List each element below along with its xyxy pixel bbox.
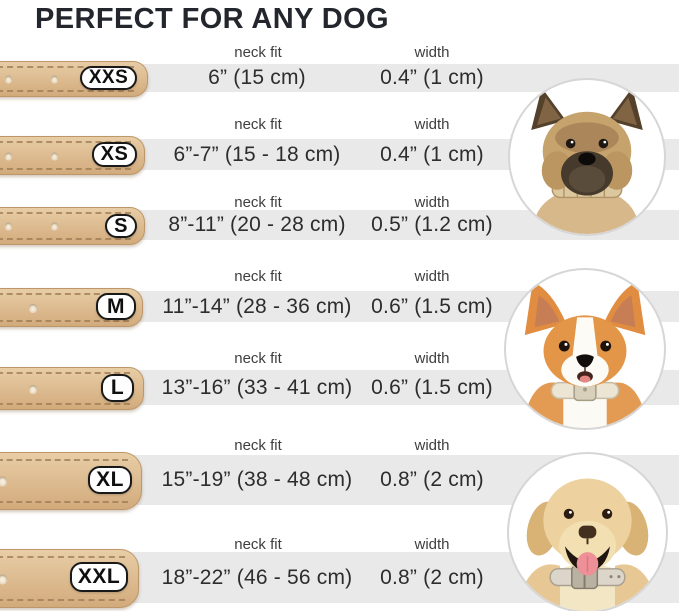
neck-fit-column-header: neck fit xyxy=(234,437,282,454)
size-badge: XL xyxy=(88,466,132,494)
width-value: 0.4” (1 cm) xyxy=(380,143,484,166)
width-value: 0.4” (1 cm) xyxy=(380,66,484,89)
collar-hole xyxy=(0,574,7,583)
terrier-illustration xyxy=(531,87,643,234)
collar-hole xyxy=(0,476,7,486)
collar-hole xyxy=(5,152,12,159)
width-value: 0.5” (1.2 cm) xyxy=(371,213,493,236)
stitching xyxy=(0,320,129,322)
collar-hole xyxy=(5,75,12,83)
collar-hole xyxy=(51,75,58,83)
size-badge: XS xyxy=(92,142,137,167)
size-badge: S xyxy=(105,214,137,238)
stitching xyxy=(0,212,131,214)
size-badge: M xyxy=(96,293,136,320)
stitching xyxy=(0,90,134,92)
stitching xyxy=(0,168,131,170)
page-title: PERFECT FOR ANY DOG xyxy=(35,3,390,35)
neck-fit-column-header: neck fit xyxy=(234,536,282,553)
width-column-header: width xyxy=(414,350,450,367)
collar-hole xyxy=(51,222,58,230)
neck-fit-value: 15”-19” (38 - 48 cm) xyxy=(161,468,353,491)
size-badge: XXS xyxy=(80,66,137,90)
width-column-header: width xyxy=(414,437,450,454)
neck-fit-value: 11”-14” (28 - 36 cm) xyxy=(162,295,352,318)
stitching xyxy=(0,293,129,295)
neck-fit-column-header: neck fit xyxy=(234,350,282,367)
collar-hole xyxy=(29,303,37,312)
stitching xyxy=(0,141,131,143)
width-column-header: width xyxy=(414,44,450,61)
stitching xyxy=(0,403,130,405)
stitching xyxy=(0,501,128,503)
terrier-photo xyxy=(508,78,666,236)
labrador-photo xyxy=(507,452,668,611)
width-value: 0.8” (2 cm) xyxy=(380,468,484,491)
stitching xyxy=(0,459,128,461)
neck-fit-value: 18”-22” (46 - 56 cm) xyxy=(161,566,353,589)
neck-fit-column-header: neck fit xyxy=(234,44,282,61)
neck-fit-value: 6”-7” (15 - 18 cm) xyxy=(173,143,341,166)
corgi-illustration xyxy=(521,281,649,428)
stitching xyxy=(0,599,125,601)
neck-fit-value: 13”-16” (33 - 41 cm) xyxy=(161,376,353,399)
neck-fit-column-header: neck fit xyxy=(234,116,282,133)
stitching xyxy=(0,238,131,240)
width-value: 0.6” (1.5 cm) xyxy=(371,376,493,399)
width-value: 0.6” (1.5 cm) xyxy=(371,295,493,318)
neck-fit-column-header: neck fit xyxy=(234,194,282,211)
collar-hole xyxy=(29,384,37,393)
collar-hole xyxy=(5,222,12,230)
neck-fit-column-header: neck fit xyxy=(234,268,282,285)
stitching xyxy=(0,372,130,374)
neck-fit-value: 6” (15 cm) xyxy=(208,66,306,89)
width-value: 0.8” (2 cm) xyxy=(380,566,484,589)
width-column-header: width xyxy=(414,116,450,133)
corgi-photo xyxy=(504,268,666,430)
width-column-header: width xyxy=(414,536,450,553)
stitching xyxy=(0,66,134,68)
size-badge: L xyxy=(101,374,134,402)
size-badge: XXL xyxy=(70,562,128,592)
width-column-header: width xyxy=(414,268,450,285)
labrador-illustration xyxy=(514,478,661,611)
collar-hole xyxy=(51,152,58,159)
stitching xyxy=(0,556,125,558)
neck-fit-value: 8”-11” (20 - 28 cm) xyxy=(168,213,346,236)
width-column-header: width xyxy=(414,194,450,211)
